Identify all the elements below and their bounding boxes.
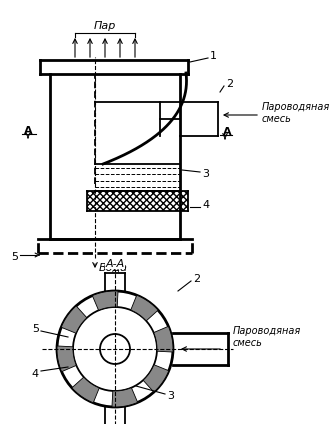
Text: 1: 1 [210,51,217,61]
Polygon shape [143,365,169,392]
Text: 4: 4 [202,200,209,210]
Text: А: А [24,126,32,136]
Text: 2: 2 [226,79,233,89]
Text: 5: 5 [11,252,18,262]
Text: Пар: Пар [94,21,116,31]
Text: Пароводяная
смесь: Пароводяная смесь [262,102,330,124]
Text: Вода: Вода [99,263,128,273]
Text: 5: 5 [32,324,39,334]
Polygon shape [61,306,87,333]
Text: 3: 3 [202,169,209,179]
Text: А: А [223,127,231,137]
Text: 4: 4 [32,369,39,379]
Polygon shape [112,388,138,407]
Polygon shape [154,326,173,352]
Bar [87,191,188,211]
Text: А-А: А-А [105,259,125,269]
Polygon shape [92,291,118,310]
Text: 2: 2 [193,274,200,284]
Text: 3: 3 [167,391,174,401]
Polygon shape [57,346,76,372]
Polygon shape [72,377,99,403]
Polygon shape [131,295,158,321]
Text: Пароводяная
смесь: Пароводяная смесь [233,326,301,348]
